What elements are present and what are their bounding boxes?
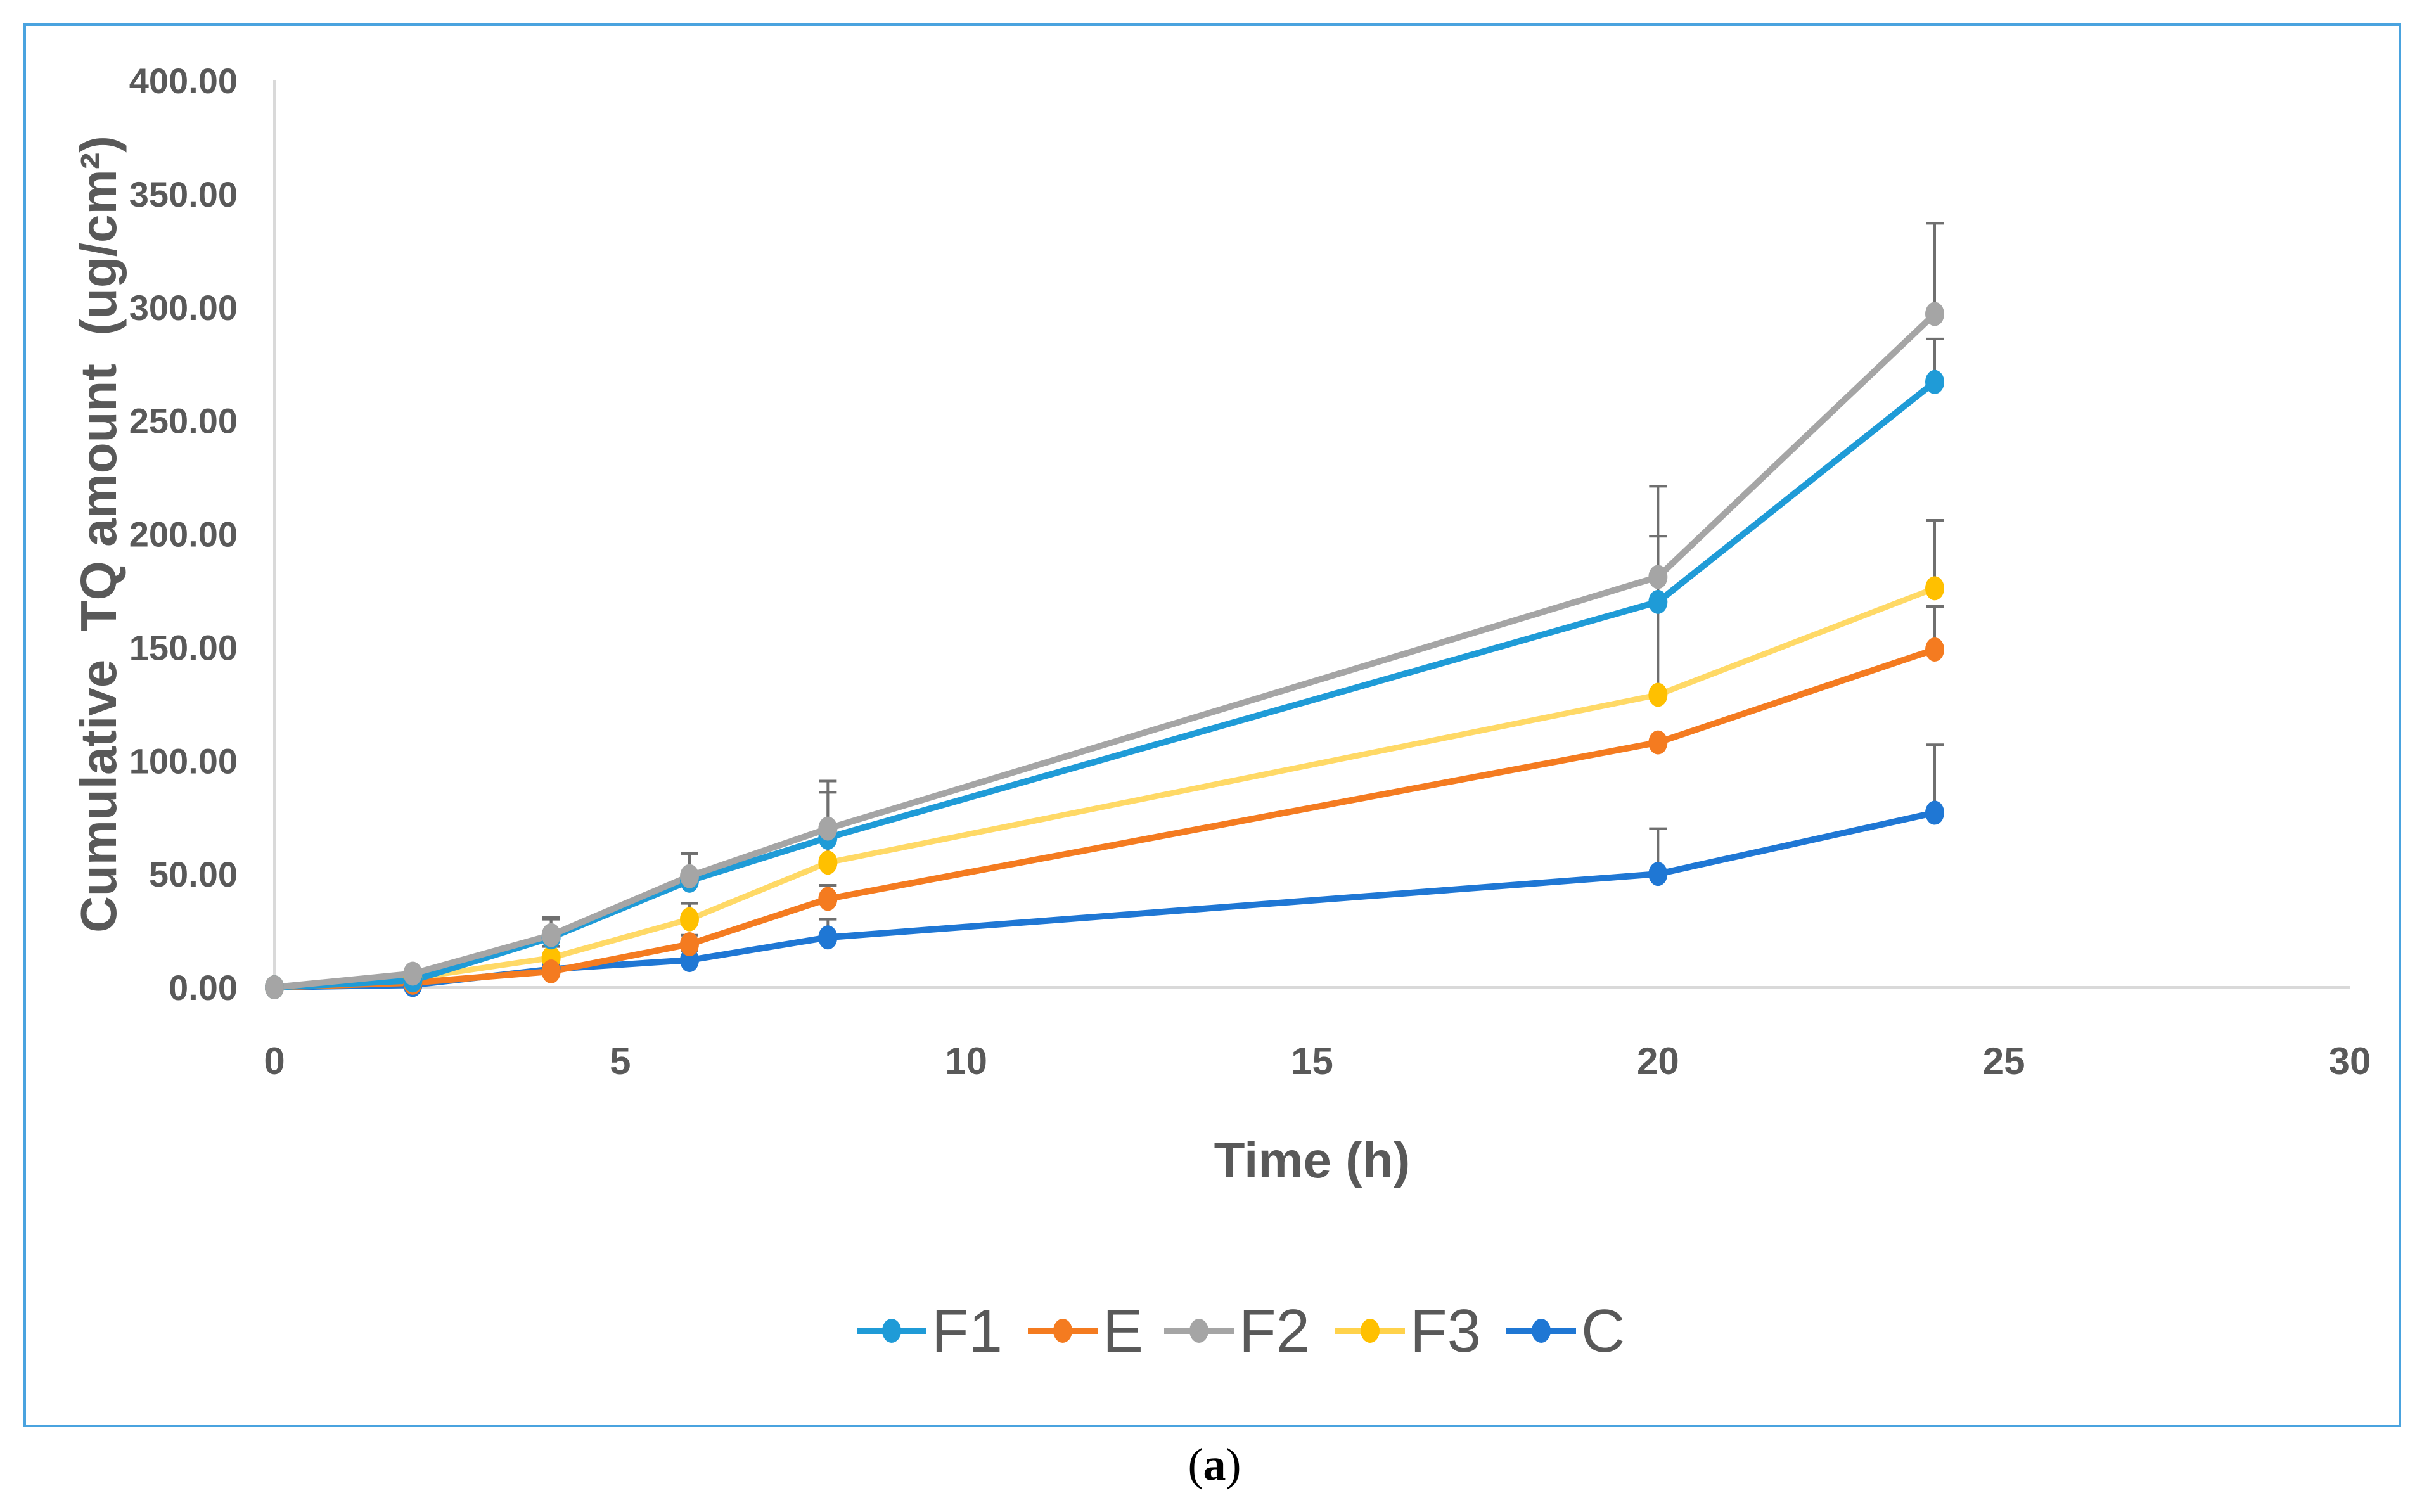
series-line-F3 bbox=[274, 586, 1936, 990]
legend-label-F3: F3 bbox=[1410, 1297, 1481, 1365]
legend-marker-F2 bbox=[1189, 1319, 1208, 1343]
x-tick-label: 0 bbox=[264, 1040, 285, 1082]
data-point-F2 bbox=[541, 923, 561, 947]
x-tick-label: 20 bbox=[1637, 1040, 1679, 1082]
y-tick-label: 50.00 bbox=[149, 854, 238, 894]
caption-label: a bbox=[1203, 1439, 1226, 1490]
data-point-F2 bbox=[1648, 565, 1668, 589]
x-tick-label: 30 bbox=[2329, 1040, 2371, 1082]
y-tick-label: 400.00 bbox=[129, 61, 238, 101]
y-tick-label: 350.00 bbox=[129, 174, 238, 214]
legend-marker-F1 bbox=[882, 1319, 901, 1343]
data-point-F3 bbox=[1648, 682, 1668, 707]
legend-label-F1: F1 bbox=[932, 1297, 1003, 1365]
data-point-F1 bbox=[1925, 369, 1944, 394]
data-point-F1 bbox=[1648, 589, 1668, 614]
data-point-F2 bbox=[1925, 302, 1944, 326]
caption-open: ( bbox=[1188, 1439, 1203, 1490]
data-point-F2 bbox=[818, 816, 838, 841]
x-tick-label: 15 bbox=[1291, 1040, 1333, 1082]
y-tick-label: 150.00 bbox=[129, 627, 238, 667]
x-tick-label: 25 bbox=[1983, 1040, 2025, 1082]
data-point-E bbox=[818, 887, 838, 911]
data-point-C bbox=[818, 925, 838, 950]
data-point-C bbox=[1925, 800, 1944, 825]
legend-marker-C bbox=[1532, 1319, 1551, 1343]
data-point-E bbox=[1925, 637, 1944, 662]
data-point-E bbox=[680, 932, 699, 957]
data-point-E bbox=[541, 959, 561, 983]
caption-close: ) bbox=[1226, 1439, 1241, 1490]
y-axis-title: Cumulative TQ amount (ug/cm²) bbox=[70, 136, 127, 933]
legend-label-F2: F2 bbox=[1239, 1297, 1310, 1365]
y-tick-label: 300.00 bbox=[129, 288, 238, 328]
x-tick-label: 10 bbox=[945, 1040, 987, 1082]
data-point-F2 bbox=[403, 961, 423, 986]
data-point-F3 bbox=[1925, 576, 1944, 601]
series-line-F2 bbox=[274, 311, 1937, 990]
x-tick-label: 5 bbox=[610, 1040, 631, 1082]
data-point-F3 bbox=[680, 907, 699, 932]
x-axis-title: Time (h) bbox=[1214, 1132, 1411, 1188]
series-line-E bbox=[274, 646, 1936, 990]
figure-caption: (a) bbox=[0, 1438, 2429, 1491]
legend-label-E: E bbox=[1103, 1297, 1143, 1365]
legend-label-C: C bbox=[1581, 1297, 1625, 1365]
legend-marker-E bbox=[1053, 1319, 1072, 1343]
y-tick-label: 100.00 bbox=[129, 741, 238, 781]
data-point-C bbox=[1648, 862, 1668, 887]
y-tick-label: 250.00 bbox=[129, 401, 238, 441]
data-point-E bbox=[1648, 730, 1668, 755]
legend-marker-F3 bbox=[1361, 1319, 1380, 1343]
y-tick-label: 200.00 bbox=[129, 515, 238, 554]
data-point-F2 bbox=[680, 864, 699, 888]
data-point-F3 bbox=[818, 850, 838, 875]
data-point-F2 bbox=[265, 975, 284, 999]
y-tick-label: 0.00 bbox=[169, 968, 238, 1008]
